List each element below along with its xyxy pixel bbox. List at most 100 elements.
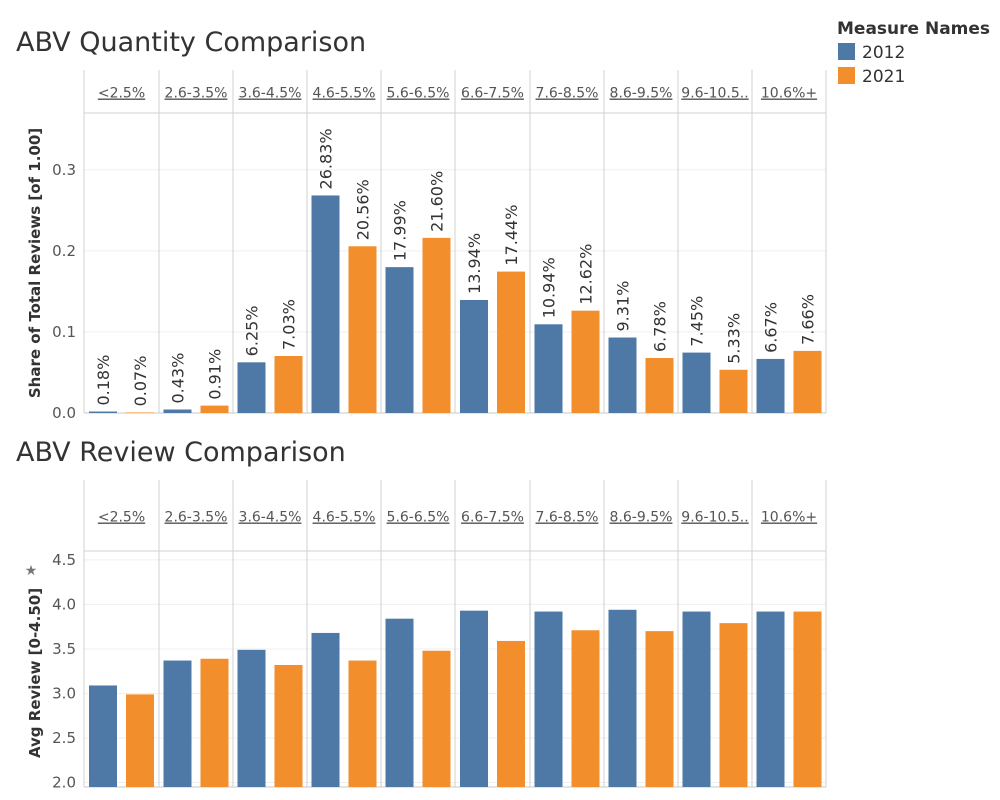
category-header[interactable]: 9.6-10.5.. [681,510,748,526]
bar-2012-2[interactable] [237,649,266,787]
bar-2012-5[interactable] [460,299,488,413]
y-tick-label: 0.1 [52,323,76,341]
category-header[interactable]: <2.5% [98,86,145,102]
bar-2012-3[interactable] [311,195,340,413]
category-header[interactable]: 9.6-10.5.. [681,86,748,102]
category-header[interactable]: 4.6-5.5% [313,510,376,526]
bar-2012-5[interactable] [460,610,488,787]
bar-2021-3[interactable] [348,246,377,413]
data-label: 12.62% [577,244,596,305]
data-label: 7.45% [688,296,707,347]
bar-2021-3[interactable] [348,660,377,787]
bar-2012-8[interactable] [682,352,711,413]
bar-2021-5[interactable] [497,640,525,787]
bar-2021-8[interactable] [719,623,748,787]
data-label: 0.18% [94,355,113,406]
bar-2012-7[interactable] [608,609,637,787]
bar-2012-6[interactable] [534,324,563,413]
legend-swatch-2012 [838,43,855,60]
bar-2012-9[interactable] [756,358,785,413]
bar-2021-5[interactable] [497,271,525,413]
bar-2021-0[interactable] [126,412,154,413]
category-header[interactable]: 7.6-8.5% [536,86,599,102]
bar-2012-7[interactable] [608,337,637,413]
category-header[interactable]: 2.6-3.5% [165,86,228,102]
y-tick-label: 0.2 [52,242,76,260]
y-tick-label: 3.0 [52,684,76,702]
bar-2021-7[interactable] [645,358,674,413]
bar-2021-4[interactable] [422,650,451,787]
category-header[interactable]: <2.5% [98,510,145,526]
data-label: 5.33% [725,313,744,364]
y-tick-label: 4.0 [52,595,76,613]
bar-2012-8[interactable] [682,611,711,787]
chart-panels: 0.0 0.1 0.2 0.3 <2.5% 0.18% 0.07% 2.6-3.5% 0.43%… [52,70,827,792]
data-label: 0.43% [169,353,188,404]
y-tick-label: 0.0 [52,404,76,422]
bar-2012-6[interactable] [534,611,563,787]
pin-icon: ★ [25,563,38,579]
data-label: 17.99% [391,200,410,261]
data-label: 13.94% [465,233,484,294]
legend-title: Measure Names [837,19,990,39]
data-label: 21.60% [428,171,447,232]
bar-2012-3[interactable] [311,632,340,787]
bar-2012-1[interactable] [163,409,192,413]
bar-2021-6[interactable] [571,630,600,787]
chart-title-quantity: ABV Quantity Comparison [16,27,366,58]
bar-2021-9[interactable] [793,611,822,787]
category-header[interactable]: 6.6-7.5% [461,86,524,102]
bar-2012-4[interactable] [385,267,414,413]
y-tick-label: 2.5 [52,729,76,747]
bar-2021-4[interactable] [422,237,451,413]
data-label: 10.94% [540,257,559,318]
data-label: 7.66% [799,294,818,345]
bar-2021-6[interactable] [571,310,600,413]
y-axis-label-quantity: Share of Total Reviews [of 1.00] [26,128,44,398]
data-label: 26.83% [317,128,336,189]
category-header[interactable]: 3.6-4.5% [239,510,302,526]
data-label: 0.91% [206,349,225,400]
category-header[interactable]: 8.6-9.5% [610,86,673,102]
category-header[interactable]: 5.6-6.5% [387,510,450,526]
bar-2021-8[interactable] [719,369,748,413]
data-label: 6.25% [243,305,262,356]
category-header[interactable]: 10.6%+ [761,510,817,526]
bar-2012-9[interactable] [756,611,785,787]
bar-2012-0[interactable] [89,685,117,787]
bar-2012-1[interactable] [163,660,192,787]
bar-2021-2[interactable] [274,356,303,413]
data-label: 9.31% [614,281,633,332]
bar-2021-2[interactable] [274,664,303,787]
y-tick-label: 2.0 [52,774,76,792]
data-label: 6.78% [651,301,670,352]
data-label: 6.67% [762,302,781,353]
y-tick-label: 4.5 [52,551,76,569]
data-label: 20.56% [354,179,373,240]
legend-label-2012: 2012 [862,43,905,63]
bar-2021-1[interactable] [200,405,229,413]
bar-2012-4[interactable] [385,618,414,787]
data-label: 7.03% [280,299,299,350]
bar-2012-2[interactable] [237,362,266,413]
bar-2012-0[interactable] [89,411,117,413]
bar-2021-0[interactable] [126,694,154,787]
bar-2021-7[interactable] [645,631,674,787]
bar-2021-1[interactable] [200,658,229,787]
y-axis-label-review: Avg Review [0-4.50] [26,588,44,758]
category-header[interactable]: 6.6-7.5% [461,510,524,526]
bar-2021-9[interactable] [793,350,822,413]
chart-title-review: ABV Review Comparison [16,437,346,468]
category-header[interactable]: 4.6-5.5% [313,86,376,102]
legend-swatch-2021 [838,67,855,84]
category-header[interactable]: 5.6-6.5% [387,86,450,102]
category-header[interactable]: 3.6-4.5% [239,86,302,102]
category-header[interactable]: 8.6-9.5% [610,510,673,526]
y-tick-label: 0.3 [52,161,76,179]
category-header[interactable]: 2.6-3.5% [165,510,228,526]
category-header[interactable]: 7.6-8.5% [536,510,599,526]
data-label: 0.07% [131,356,150,407]
legend: Measure Names 2012 2021 [837,19,990,87]
data-label: 17.44% [502,205,521,266]
category-header[interactable]: 10.6%+ [761,86,817,102]
